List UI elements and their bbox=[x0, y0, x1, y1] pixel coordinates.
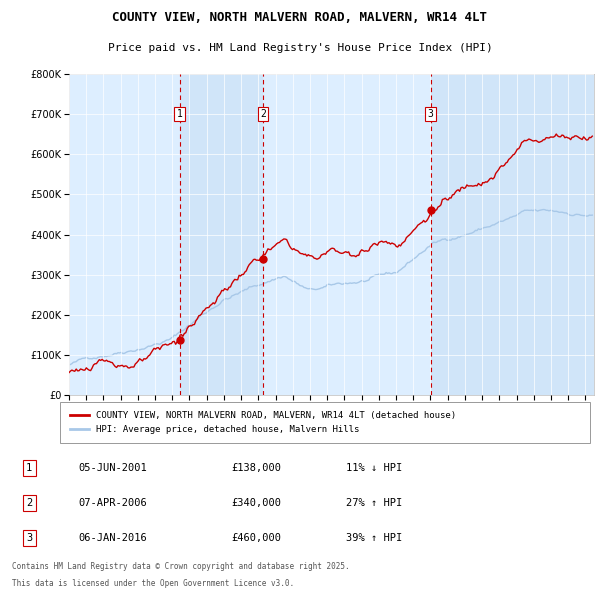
Text: 3: 3 bbox=[428, 109, 434, 119]
Text: 11% ↓ HPI: 11% ↓ HPI bbox=[346, 463, 403, 473]
Text: Price paid vs. HM Land Registry's House Price Index (HPI): Price paid vs. HM Land Registry's House … bbox=[107, 43, 493, 53]
Bar bbox=[263, 74, 431, 395]
Text: £138,000: £138,000 bbox=[231, 463, 281, 473]
Text: £340,000: £340,000 bbox=[231, 498, 281, 508]
Bar bbox=[69, 74, 179, 395]
Text: This data is licensed under the Open Government Licence v3.0.: This data is licensed under the Open Gov… bbox=[12, 579, 294, 588]
FancyBboxPatch shape bbox=[59, 402, 590, 443]
Text: COUNTY VIEW, NORTH MALVERN ROAD, MALVERN, WR14 4LT: COUNTY VIEW, NORTH MALVERN ROAD, MALVERN… bbox=[113, 11, 487, 24]
Text: 27% ↑ HPI: 27% ↑ HPI bbox=[346, 498, 403, 508]
Text: 1: 1 bbox=[26, 463, 32, 473]
Legend: COUNTY VIEW, NORTH MALVERN ROAD, MALVERN, WR14 4LT (detached house), HPI: Averag: COUNTY VIEW, NORTH MALVERN ROAD, MALVERN… bbox=[67, 408, 460, 437]
Bar bbox=[431, 74, 594, 395]
Text: 3: 3 bbox=[26, 533, 32, 543]
Text: 06-JAN-2016: 06-JAN-2016 bbox=[78, 533, 147, 543]
Text: 05-JUN-2001: 05-JUN-2001 bbox=[78, 463, 147, 473]
Bar bbox=[179, 74, 263, 395]
Text: 2: 2 bbox=[260, 109, 266, 119]
Text: £460,000: £460,000 bbox=[231, 533, 281, 543]
Text: 1: 1 bbox=[177, 109, 182, 119]
Text: 39% ↑ HPI: 39% ↑ HPI bbox=[346, 533, 403, 543]
Text: 07-APR-2006: 07-APR-2006 bbox=[78, 498, 147, 508]
Text: 2: 2 bbox=[26, 498, 32, 508]
Text: Contains HM Land Registry data © Crown copyright and database right 2025.: Contains HM Land Registry data © Crown c… bbox=[12, 562, 350, 572]
